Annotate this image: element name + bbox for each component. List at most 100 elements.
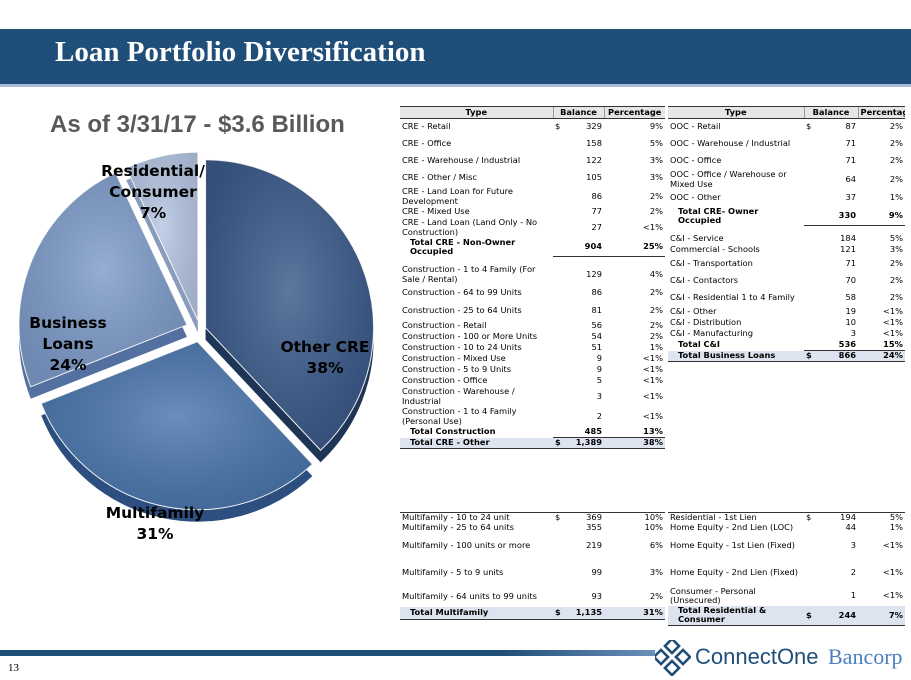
cell-percentage: <1% bbox=[642, 353, 663, 364]
cell-balance: 9 bbox=[553, 354, 604, 365]
balance-value: 2 bbox=[850, 567, 856, 578]
cell-type: Total CRE - Other bbox=[400, 437, 553, 450]
cell-balance: 355 bbox=[553, 523, 604, 533]
cell-percentage: 1% bbox=[649, 342, 663, 353]
multifamily-table: Multifamily - 10 to 24 unit $369 10% Multif… bbox=[400, 511, 665, 621]
logo-wordmark-connectone: ConnectOne bbox=[695, 644, 819, 669]
cell-type: OOC - Retail bbox=[670, 121, 721, 132]
residential-consumer-table: Residential - 1st Lien $194 5% Home Equity … bbox=[668, 511, 905, 626]
balance-value: 87 bbox=[845, 121, 856, 132]
table-row: C&I - Residential 1 to 4 Family 58 2% bbox=[668, 290, 905, 307]
table-row: C&I - Manufacturing 3 <1% bbox=[668, 329, 905, 340]
table-row: Multifamily - 25 to 64 units 355 10% bbox=[400, 523, 665, 533]
total-row: Total Residential & Consumer $244 7% bbox=[668, 605, 905, 626]
cell-balance: 54 bbox=[553, 332, 604, 343]
cell-percentage: 13% bbox=[604, 426, 665, 439]
column-header: Type bbox=[400, 106, 553, 119]
cell-percentage: <1% bbox=[642, 364, 663, 375]
balance-value: 71 bbox=[845, 258, 856, 269]
footer-bar bbox=[0, 650, 911, 656]
balance-value: 1 bbox=[850, 590, 856, 601]
cell-percentage: 3% bbox=[649, 172, 663, 183]
table-row: Construction - Office 5 <1% bbox=[400, 376, 665, 387]
table-row: Commercial - Schools 121 3% bbox=[668, 245, 905, 256]
cell-balance: 93 bbox=[553, 587, 604, 607]
cell-percentage: <1% bbox=[642, 410, 663, 421]
cell-balance: $244 bbox=[804, 605, 858, 626]
balance-value: 56 bbox=[591, 320, 602, 331]
table-row: Construction - Warehouse / Industrial 3 <1… bbox=[400, 387, 665, 407]
cell-percentage: 15% bbox=[858, 339, 905, 352]
column-header: Balance bbox=[803, 106, 858, 119]
cell-type: C&I - Manufacturing bbox=[670, 328, 754, 339]
column-header: Type bbox=[668, 106, 804, 119]
balance-value: 19 bbox=[845, 306, 856, 317]
balance-value: 3 bbox=[850, 328, 856, 339]
cell-type: Total CRE - Non-Owner Occupied bbox=[410, 237, 516, 257]
cre-table: Type Balance Percentage CRE - Retail $329 9%… bbox=[400, 106, 665, 450]
cell-percentage: 2% bbox=[889, 173, 903, 184]
table-row: Residential - 1st Lien $194 5% bbox=[668, 511, 905, 523]
cell-percentage: <1% bbox=[882, 540, 903, 551]
cell-type: OOC - Other bbox=[670, 192, 721, 203]
balance-value: 44 bbox=[845, 522, 856, 532]
table-row: Multifamily - 100 units or more 219 6% bbox=[400, 533, 665, 560]
balance-value: 121 bbox=[840, 244, 856, 255]
cell-type: Home Equity - 1st Lien (Fixed) bbox=[670, 540, 796, 551]
cell-balance: 536 bbox=[804, 339, 858, 352]
balance-value: 58 bbox=[845, 292, 856, 303]
cell-percentage: <1% bbox=[642, 375, 663, 386]
cell-percentage: 7% bbox=[858, 605, 905, 626]
cell-balance: 105 bbox=[553, 170, 604, 187]
cell-type: C&I - Service bbox=[670, 233, 724, 244]
cell-percentage: <1% bbox=[642, 221, 663, 232]
cell-balance: 70 bbox=[804, 273, 858, 290]
pie-label-text: Consumer bbox=[109, 183, 197, 201]
balance-value: 71 bbox=[845, 155, 856, 166]
dollar-sign: $ bbox=[806, 609, 812, 620]
cell-balance: 184 bbox=[804, 234, 858, 245]
cell-balance: 3 bbox=[804, 533, 858, 560]
cell-balance bbox=[804, 226, 858, 234]
table-row: OOC - Warehouse / Industrial 71 2% bbox=[668, 136, 905, 153]
dollar-sign: $ bbox=[555, 607, 561, 618]
dollar-sign: $ bbox=[806, 350, 812, 361]
cell-type bbox=[400, 257, 553, 265]
title-bar bbox=[0, 29, 911, 84]
cell-type: Construction - 1 to 4 Family (Personal U… bbox=[402, 406, 517, 426]
cell-balance: 58 bbox=[804, 290, 858, 307]
balance-value: 194 bbox=[840, 512, 856, 522]
cell-balance: 3 bbox=[553, 387, 604, 407]
balance-value: 158 bbox=[586, 138, 602, 149]
cell-percentage: 2% bbox=[649, 206, 663, 217]
cell-balance: 158 bbox=[553, 136, 604, 153]
pie-chart: Other CRE 38% Multifamily 31% Business Loans 2… bbox=[18, 151, 375, 543]
balance-value: 70 bbox=[845, 275, 856, 286]
balance-value: 536 bbox=[838, 339, 856, 350]
table-row: Construction - 1 to 4 Family (For Sale /… bbox=[400, 265, 665, 285]
table-row: Multifamily - 10 to 24 unit $369 10% bbox=[400, 511, 665, 523]
cell-type: C&I - Distribution bbox=[670, 317, 742, 328]
cell-type: Total Construction bbox=[410, 426, 496, 437]
balance-value: 81 bbox=[591, 305, 602, 316]
cell-percentage: 2% bbox=[889, 155, 903, 166]
cell-type: Construction - 25 to 64 Units bbox=[402, 305, 522, 316]
table-row: CRE - Mixed Use 77 2% bbox=[400, 207, 665, 218]
cell-type: CRE - Mixed Use bbox=[402, 206, 470, 217]
dollar-sign: $ bbox=[555, 437, 561, 448]
page-title: Loan Portfolio Diversification bbox=[55, 36, 426, 68]
table-row: CRE - Land Loan (Land Only - No Construc… bbox=[400, 218, 665, 238]
cell-percentage bbox=[604, 257, 665, 265]
cell-balance: $87 bbox=[804, 119, 858, 136]
cell-type: Total C&I bbox=[678, 339, 720, 350]
column-header: Balance bbox=[552, 106, 604, 119]
pie-label-pct: 31% bbox=[136, 525, 174, 543]
cell-percentage: 38% bbox=[604, 437, 665, 450]
balance-value: 105 bbox=[586, 172, 602, 183]
table-row: CRE - Other / Misc 105 3% bbox=[400, 170, 665, 187]
cell-percentage: <1% bbox=[642, 390, 663, 401]
cell-balance: 9 bbox=[553, 365, 604, 376]
cell-balance: 51 bbox=[553, 343, 604, 354]
cell-balance: 330 bbox=[804, 206, 858, 227]
cell-balance: $194 bbox=[804, 511, 858, 523]
